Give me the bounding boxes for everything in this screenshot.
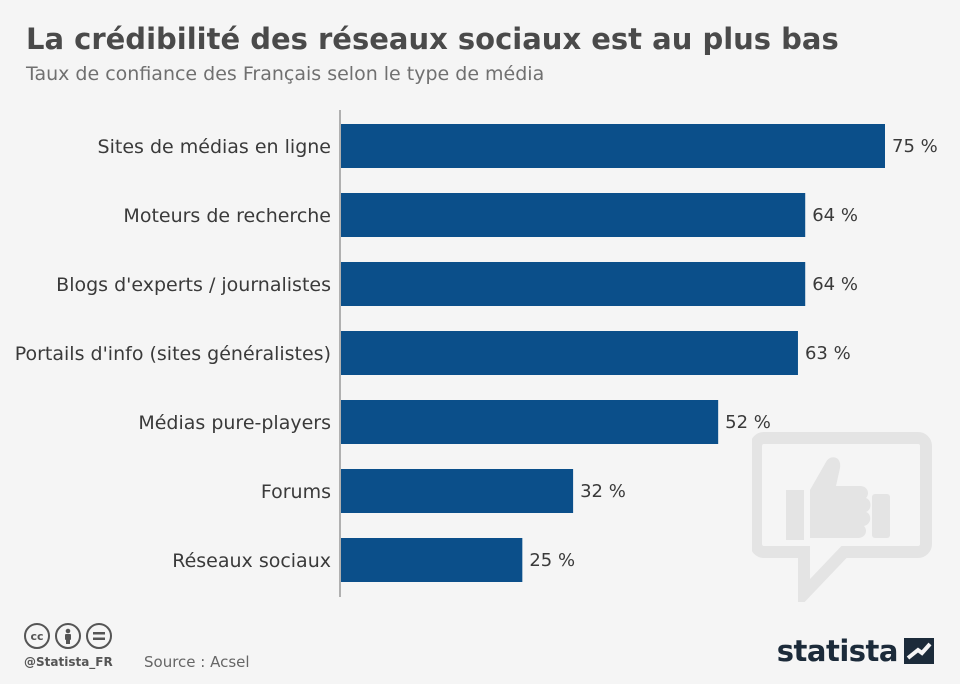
data-label: 64 % (812, 274, 858, 295)
bar (341, 538, 523, 582)
category-label: Sites de médias en ligne (98, 136, 331, 158)
category-label: Blogs d'experts / journalistes (56, 274, 331, 296)
cc-icon: cc (24, 623, 50, 649)
statista-mark-icon (904, 638, 934, 664)
category-label: Médias pure-players (138, 412, 331, 434)
bar (341, 400, 719, 444)
data-label: 75 % (892, 136, 938, 157)
attribution-icon (55, 623, 81, 649)
bar-chart: Sites de médias en ligne 75 % Moteurs de r… (15, 110, 938, 597)
data-label: 32 % (580, 481, 626, 502)
chart-title: La crédibilité des réseaux sociaux est a… (26, 22, 839, 56)
category-label: Réseaux sociaux (172, 550, 331, 572)
chart-subtitle: Taux de confiance des Français selon le … (26, 63, 545, 85)
data-label: 64 % (812, 205, 858, 226)
thumbs-up-speech-bubble-icon (752, 432, 932, 602)
bar (341, 331, 798, 375)
category-label: Forums (261, 481, 331, 503)
data-label: 25 % (529, 550, 575, 571)
source-note: Source : Acsel (144, 653, 250, 671)
statista-logo: statista (777, 634, 934, 668)
bar (341, 124, 885, 168)
data-label: 63 % (805, 343, 851, 364)
license-icons: cc (24, 623, 112, 649)
category-label: Portails d'info (sites généralistes) (15, 343, 331, 365)
twitter-handle: @Statista_FR (24, 655, 113, 669)
bar (341, 193, 806, 237)
bar (341, 262, 806, 306)
bar (341, 469, 574, 513)
no-derivatives-icon (86, 623, 112, 649)
category-label: Moteurs de recherche (123, 205, 331, 227)
data-label: 52 % (725, 412, 771, 433)
brand-name: statista (776, 634, 899, 668)
